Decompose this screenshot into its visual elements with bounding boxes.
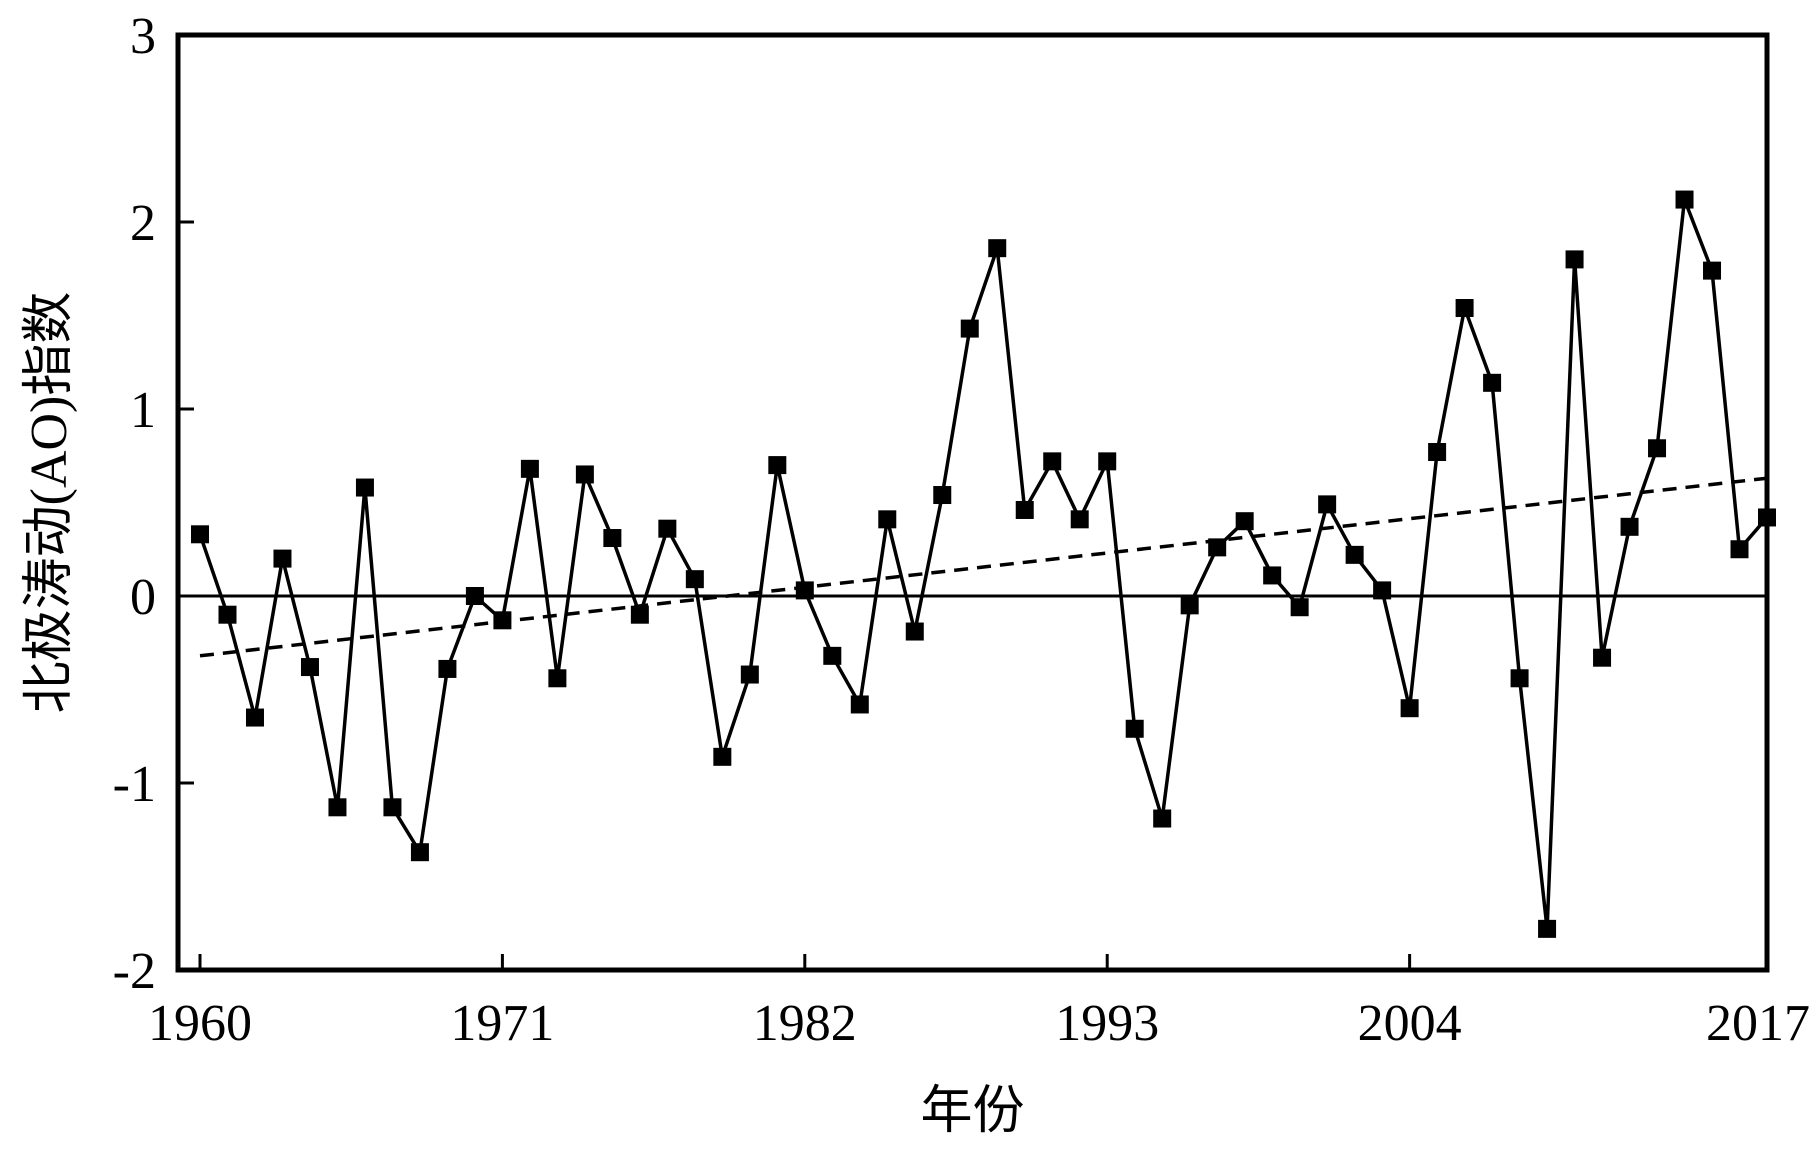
y-tick-label: -2 (113, 943, 156, 1000)
data-point-marker (850, 695, 869, 714)
data-point-marker (1235, 512, 1254, 531)
data-point-marker (878, 510, 897, 529)
data-point-marker (1153, 809, 1172, 828)
data-point-marker (1345, 545, 1364, 564)
data-point-marker (465, 587, 484, 605)
data-point-marker (988, 239, 1007, 258)
x-tick-label: 2004 (1358, 995, 1462, 1052)
y-tick-label: -1 (113, 756, 156, 813)
data-point-marker (768, 456, 787, 475)
data-point-marker (1730, 540, 1749, 559)
y-tick-label: 1 (130, 382, 156, 439)
data-point-marker (1070, 510, 1089, 529)
x-axis-title: 年份 (920, 1083, 1024, 1140)
data-point-marker (1180, 596, 1199, 615)
plot-frame (175, 32, 1770, 973)
data-point-marker (1125, 719, 1144, 738)
data-point-marker (1675, 190, 1694, 209)
data-point-marker (273, 549, 292, 568)
data-point-marker (905, 622, 924, 641)
ao-index-line (198, 197, 1769, 931)
data-point-marker (1098, 452, 1117, 471)
data-point-marker (960, 319, 979, 338)
x-tick-label: 1971 (450, 995, 554, 1052)
data-point-marker (1290, 598, 1309, 617)
data-point-marker (548, 669, 567, 688)
data-point-marker (575, 465, 594, 484)
data-point-marker (1373, 581, 1392, 600)
x-tick-label: 1982 (753, 995, 857, 1052)
data-point-marker (1263, 566, 1282, 585)
data-point-marker (410, 843, 429, 862)
data-point-marker (493, 611, 512, 630)
data-point-marker (520, 459, 539, 478)
data-point-marker (713, 747, 732, 766)
data-point-marker (355, 478, 374, 497)
data-point-marker (630, 605, 649, 624)
data-point-marker (1703, 261, 1722, 280)
data-point-marker (740, 665, 759, 684)
data-point-marker (1428, 443, 1447, 462)
data-point-marker (1483, 373, 1502, 392)
data-point-marker (933, 486, 952, 505)
data-point-marker (328, 798, 347, 817)
y-tick-label: 0 (130, 569, 156, 626)
data-point-marker (1015, 500, 1034, 519)
data-point-marker (218, 605, 237, 624)
data-point-marker (795, 581, 814, 600)
data-point-marker (1648, 439, 1667, 458)
data-point-marker (685, 570, 704, 589)
y-tick-label: 3 (130, 8, 156, 65)
y-axis-title: 北极涛动(AO)指数 (21, 292, 78, 714)
data-point-marker (1043, 452, 1062, 471)
data-point-marker (658, 519, 677, 538)
data-point-marker (245, 708, 264, 727)
data-point-marker (191, 525, 209, 544)
data-point-marker (1208, 538, 1227, 557)
data-point-marker (1538, 919, 1557, 938)
data-point-marker (1620, 517, 1639, 536)
x-tick-label: 2017 (1706, 995, 1810, 1052)
data-point-marker (1455, 299, 1474, 318)
x-tick-label: 1960 (148, 995, 252, 1052)
data-point-marker (1318, 495, 1337, 514)
data-point-marker (383, 798, 402, 817)
data-point-marker (1400, 699, 1419, 718)
x-tick-label: 1993 (1055, 995, 1159, 1052)
trend-line (199, 476, 1768, 658)
data-point-marker (1593, 648, 1612, 667)
y-tick-label: 2 (130, 195, 156, 252)
data-point-marker (1510, 669, 1529, 688)
data-point-marker (603, 529, 622, 548)
data-point-marker (438, 659, 457, 678)
data-point-marker (300, 658, 319, 677)
data-point-marker (1565, 250, 1584, 269)
data-point-marker (823, 646, 842, 665)
